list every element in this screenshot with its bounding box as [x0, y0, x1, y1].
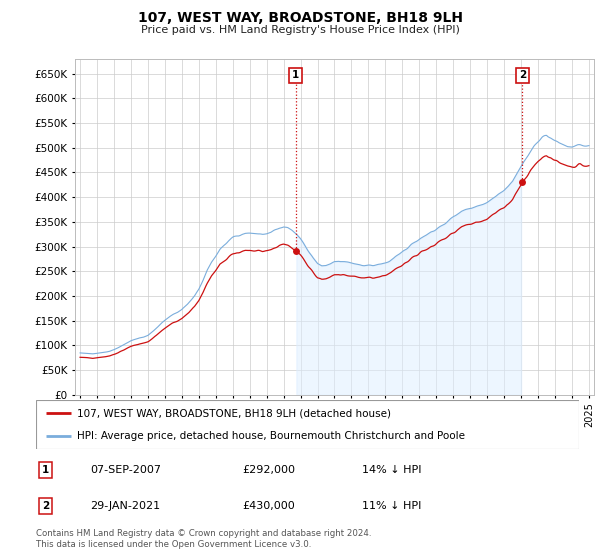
Text: 1: 1 — [42, 465, 49, 475]
Text: Contains HM Land Registry data © Crown copyright and database right 2024.
This d: Contains HM Land Registry data © Crown c… — [36, 529, 371, 549]
Text: 11% ↓ HPI: 11% ↓ HPI — [362, 501, 421, 511]
Point — [291, 246, 301, 255]
Text: HPI: Average price, detached house, Bournemouth Christchurch and Poole: HPI: Average price, detached house, Bour… — [77, 431, 465, 441]
Text: 29-JAN-2021: 29-JAN-2021 — [91, 501, 160, 511]
Text: 1: 1 — [292, 70, 299, 80]
Text: 2: 2 — [519, 70, 526, 80]
Text: 2: 2 — [42, 501, 49, 511]
Text: 07-SEP-2007: 07-SEP-2007 — [91, 465, 161, 475]
Text: 14% ↓ HPI: 14% ↓ HPI — [362, 465, 421, 475]
Text: 107, WEST WAY, BROADSTONE, BH18 9LH: 107, WEST WAY, BROADSTONE, BH18 9LH — [137, 11, 463, 25]
Text: Price paid vs. HM Land Registry's House Price Index (HPI): Price paid vs. HM Land Registry's House … — [140, 25, 460, 35]
Point — [518, 178, 527, 187]
Text: 107, WEST WAY, BROADSTONE, BH18 9LH (detached house): 107, WEST WAY, BROADSTONE, BH18 9LH (det… — [77, 408, 391, 418]
Text: £430,000: £430,000 — [242, 501, 295, 511]
Text: £292,000: £292,000 — [242, 465, 295, 475]
